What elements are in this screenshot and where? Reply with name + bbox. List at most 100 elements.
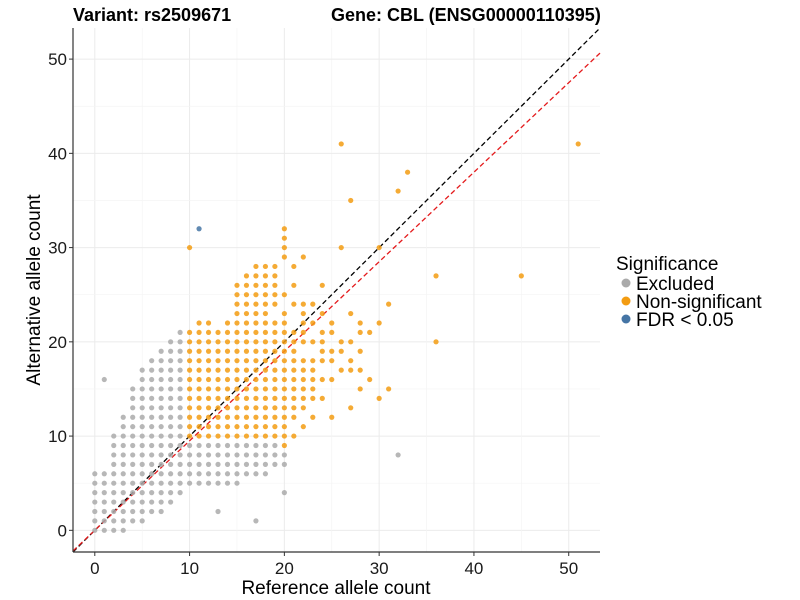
data-point-non-significant xyxy=(300,329,306,336)
data-point-excluded xyxy=(139,508,145,515)
data-point-non-significant xyxy=(338,141,344,147)
data-point-excluded xyxy=(262,461,269,467)
data-point-excluded xyxy=(234,461,240,467)
y-tick-label: 50 xyxy=(48,50,67,69)
data-point-excluded xyxy=(149,424,155,430)
y-tick-label: 40 xyxy=(48,144,67,163)
data-point-non-significant xyxy=(205,424,212,430)
data-point-excluded xyxy=(149,367,155,373)
data-point-excluded xyxy=(262,452,269,458)
data-point-non-significant xyxy=(262,348,269,354)
data-point-non-significant xyxy=(300,310,306,317)
legend-key-excluded xyxy=(621,278,631,288)
data-point-non-significant xyxy=(186,405,193,411)
data-point-non-significant xyxy=(319,329,325,336)
data-point-non-significant xyxy=(281,376,287,383)
data-point-non-significant xyxy=(310,358,316,364)
data-point-excluded xyxy=(215,471,221,477)
data-point-non-significant xyxy=(310,320,316,326)
data-point-non-significant xyxy=(224,405,231,411)
data-point-non-significant xyxy=(253,367,259,373)
data-point-non-significant xyxy=(319,395,325,401)
data-point-non-significant xyxy=(243,376,250,383)
data-point-excluded xyxy=(139,386,145,392)
data-point-non-significant xyxy=(243,405,250,411)
data-point-excluded xyxy=(186,480,193,486)
data-point-excluded xyxy=(215,480,221,486)
data-point-non-significant xyxy=(262,320,269,326)
data-point-non-significant xyxy=(262,367,269,373)
data-point-non-significant xyxy=(243,348,250,354)
data-point-excluded xyxy=(101,471,107,477)
data-point-non-significant xyxy=(300,254,306,260)
y-tick-label: 30 xyxy=(48,239,67,258)
data-point-non-significant xyxy=(338,367,344,373)
regression-line xyxy=(72,52,601,552)
data-point-non-significant xyxy=(224,339,231,345)
data-point-excluded xyxy=(120,527,126,533)
data-point-non-significant xyxy=(300,367,306,373)
data-point-non-significant xyxy=(281,235,287,241)
data-point-non-significant xyxy=(262,414,269,420)
data-point-excluded xyxy=(243,461,250,467)
data-point-excluded xyxy=(130,499,136,505)
data-point-non-significant xyxy=(215,376,221,383)
legend: Significance Excluded Non-significant FD… xyxy=(616,254,762,331)
data-point-non-significant xyxy=(518,273,524,279)
data-point-non-significant xyxy=(291,358,297,364)
data-point-excluded xyxy=(130,433,136,439)
data-point-non-significant xyxy=(224,320,231,326)
data-point-non-significant xyxy=(253,329,259,336)
data-point-excluded xyxy=(224,461,231,467)
data-point-excluded xyxy=(139,376,145,383)
data-point-non-significant xyxy=(205,367,212,373)
data-point-non-significant xyxy=(262,433,269,439)
data-point-excluded xyxy=(224,471,231,477)
data-point-non-significant xyxy=(186,339,193,345)
data-point-non-significant xyxy=(291,301,297,307)
data-point-non-significant xyxy=(272,414,278,420)
data-point-excluded xyxy=(92,527,98,533)
data-point-non-significant xyxy=(253,405,259,411)
data-point-non-significant xyxy=(215,414,221,420)
data-point-non-significant xyxy=(186,348,193,354)
data-point-non-significant xyxy=(215,424,221,430)
data-point-excluded xyxy=(177,480,183,486)
data-point-excluded xyxy=(177,471,183,477)
data-point-excluded xyxy=(149,452,155,458)
data-point-non-significant xyxy=(205,376,212,383)
data-point-excluded xyxy=(120,480,126,486)
data-point-non-significant xyxy=(243,273,250,279)
data-point-non-significant xyxy=(300,339,306,345)
data-point-excluded xyxy=(196,471,202,477)
data-point-excluded xyxy=(262,471,269,477)
data-point-excluded xyxy=(92,480,98,486)
data-point-non-significant xyxy=(243,301,250,307)
data-point-non-significant xyxy=(186,376,193,383)
data-point-non-significant xyxy=(215,386,221,392)
data-point-excluded xyxy=(139,442,145,449)
data-point-non-significant xyxy=(291,348,297,354)
x-tick-label: 0 xyxy=(90,559,99,578)
data-point-non-significant xyxy=(224,414,231,420)
data-point-non-significant xyxy=(281,414,287,420)
data-point-non-significant xyxy=(186,358,193,364)
data-point-non-significant xyxy=(281,405,287,411)
data-point-non-significant xyxy=(205,414,212,420)
data-point-non-significant xyxy=(205,405,212,411)
data-point-non-significant xyxy=(234,358,240,364)
data-point-non-significant xyxy=(262,376,269,383)
data-point-non-significant xyxy=(224,348,231,354)
data-point-excluded xyxy=(92,518,98,524)
data-point-non-significant xyxy=(234,320,240,326)
data-point-non-significant xyxy=(205,433,212,439)
data-point-excluded xyxy=(243,452,250,458)
data-point-excluded xyxy=(234,480,240,486)
data-point-excluded xyxy=(272,461,278,467)
data-point-non-significant xyxy=(272,386,278,392)
data-point-excluded xyxy=(158,452,164,458)
data-point-non-significant xyxy=(300,405,306,411)
data-point-excluded xyxy=(177,329,183,336)
data-point-excluded xyxy=(158,433,164,439)
